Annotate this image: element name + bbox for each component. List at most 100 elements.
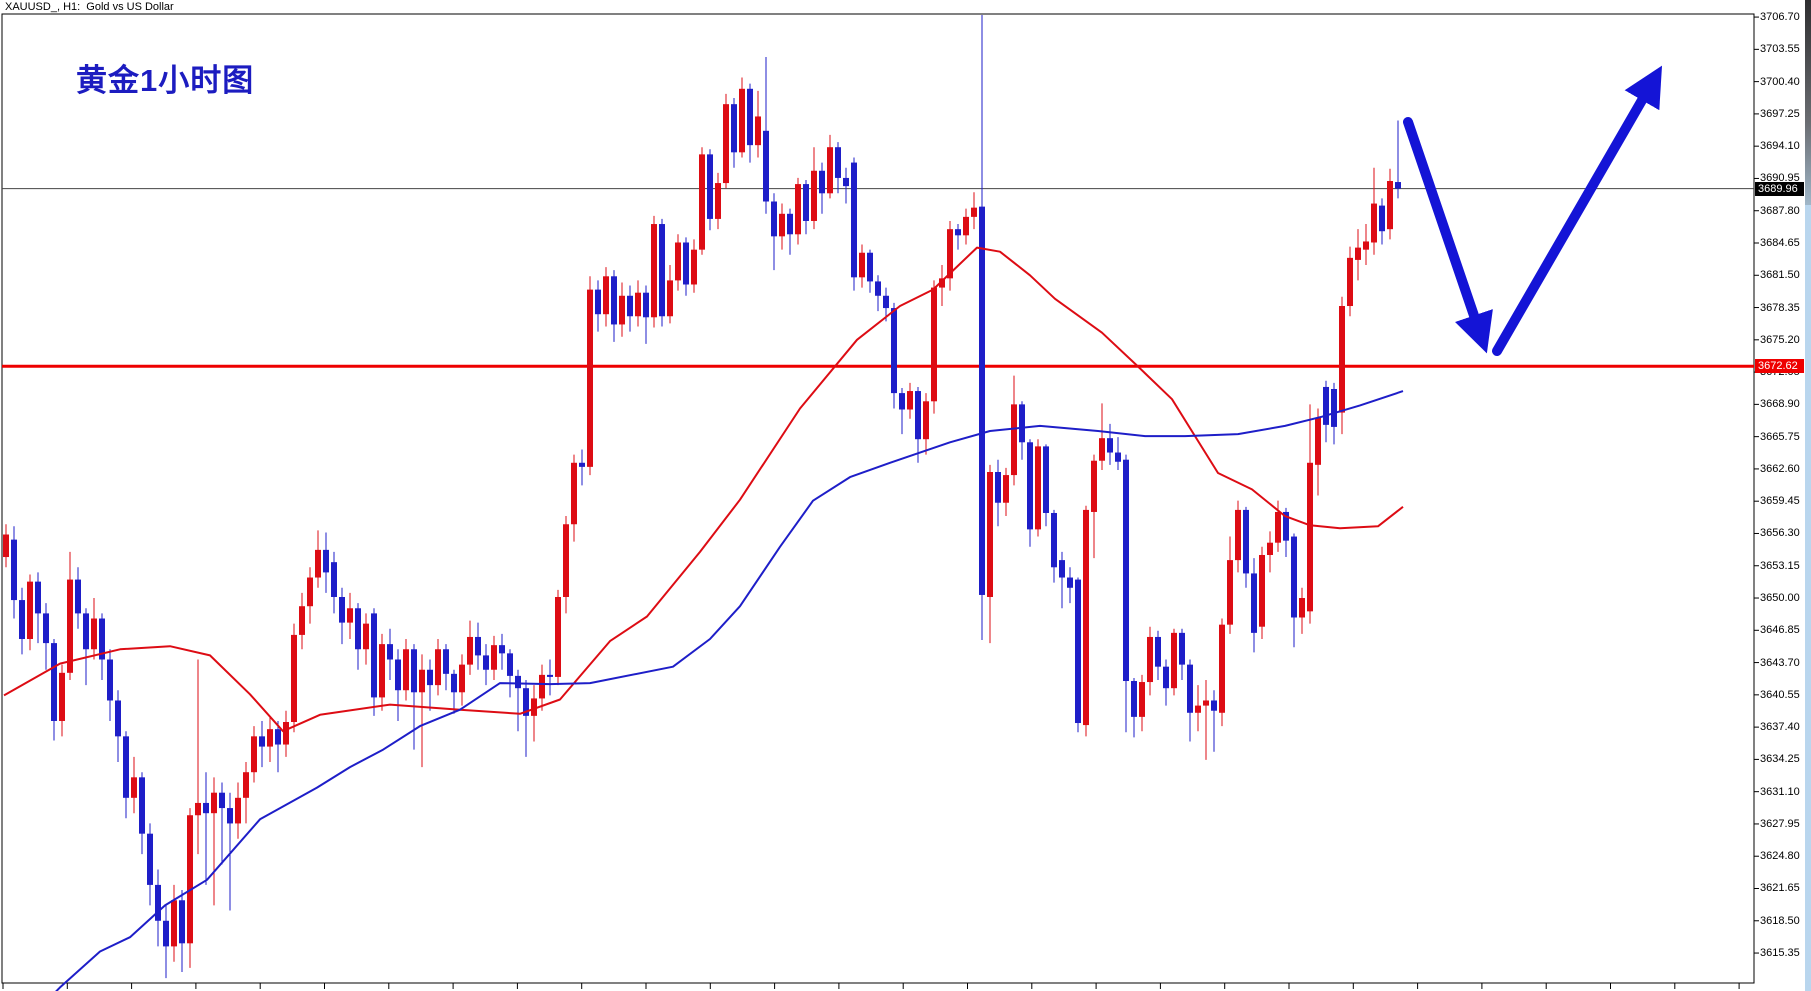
candle-body (1355, 247, 1361, 260)
candle-body (195, 802, 201, 816)
candle-body (635, 292, 641, 317)
price-tick-label: 3694.10 (1760, 140, 1800, 153)
candle-body (683, 242, 689, 285)
candle-body (915, 391, 921, 440)
ma_fast_red-line (3, 246, 1404, 733)
candle-body (843, 177, 849, 187)
candle-body (139, 777, 145, 834)
candle-body (435, 649, 441, 686)
price-tick-label: 3665.75 (1760, 430, 1800, 443)
candle-body (1219, 624, 1225, 713)
candle-body (115, 700, 121, 737)
candle-body (939, 278, 945, 288)
candle-body (835, 147, 841, 178)
candle-body (331, 562, 337, 597)
candle-body (811, 170, 817, 221)
candle-body (1363, 241, 1369, 250)
candle-body (555, 596, 561, 677)
candle-body (763, 130, 769, 202)
candle-body (1019, 404, 1025, 443)
candle-body (419, 669, 425, 693)
forecast-arrow-down[interactable] (1403, 117, 1493, 354)
candle-body (451, 673, 457, 693)
candle-body (1083, 509, 1089, 726)
forecast-arrow-up[interactable] (1492, 65, 1663, 356)
candle-body (1251, 573, 1257, 633)
candle-body (83, 613, 89, 650)
price-tick-label: 3618.50 (1760, 914, 1800, 927)
candle-body (1027, 442, 1033, 530)
candle-body (1395, 182, 1401, 189)
candle-body (43, 613, 49, 644)
candle-body (1155, 636, 1161, 667)
candle-body (59, 672, 65, 721)
candle-body (1107, 438, 1113, 453)
price-tick-label: 3621.65 (1760, 882, 1800, 895)
candle-body (899, 393, 905, 410)
candle-body (1139, 682, 1145, 717)
candle-body (395, 659, 401, 691)
candle-body (1291, 536, 1297, 618)
candle-body (1123, 459, 1129, 682)
candle-body (323, 549, 329, 573)
candle-body (283, 721, 289, 745)
candle-body (19, 600, 25, 640)
candle-body (1203, 700, 1209, 706)
candle-body (235, 797, 241, 824)
price-tick-label: 3615.35 (1760, 947, 1800, 960)
candle-body (123, 736, 129, 798)
candle-body (259, 736, 265, 747)
candle-body (491, 645, 497, 670)
candle-body (1339, 306, 1345, 413)
candle-body (739, 88, 745, 153)
price-axis[interactable]: 3706.70 3703.55 3700.40 3697.25 3694.10 3690.… (1760, 0, 1806, 991)
candle-body (1179, 632, 1185, 665)
candle-body (307, 577, 313, 607)
candle-body (1171, 632, 1177, 689)
price-tick-label: 3703.55 (1760, 43, 1800, 56)
candle-body (203, 802, 209, 814)
candle-body (595, 289, 601, 315)
price-tick-label: 3690.95 (1760, 172, 1800, 185)
candle-body (851, 162, 857, 278)
candle-body (99, 618, 105, 660)
candle-body (355, 608, 361, 650)
candle-body (1003, 475, 1009, 503)
price-tick-label: 3656.30 (1760, 527, 1800, 540)
candle-body (1235, 509, 1241, 561)
candle-body (243, 772, 249, 798)
candle-body (923, 401, 929, 440)
candle-body (603, 276, 609, 315)
candle-body (675, 242, 681, 281)
candle-body (643, 292, 649, 318)
candle-body (1299, 598, 1305, 618)
candle-body (979, 206, 985, 595)
candle-body (891, 308, 897, 394)
candle-body (1315, 417, 1321, 465)
candle-body (531, 698, 537, 716)
candle-body (403, 649, 409, 691)
candle-body (1323, 386, 1329, 425)
candle-body (1331, 389, 1337, 427)
candle-body (547, 674, 553, 677)
candle-body (1347, 257, 1353, 307)
candle-body (35, 581, 41, 614)
chart-annotation-text[interactable]: 黄金1小时图 (76, 63, 255, 98)
candle-body (347, 608, 353, 623)
candle-body (291, 634, 297, 722)
candle-body (371, 613, 377, 698)
candle-body (1059, 560, 1065, 578)
price-tick-label: 3687.80 (1760, 204, 1800, 217)
price-tick-label: 3631.10 (1760, 785, 1800, 798)
candle-body (147, 833, 153, 885)
candle-body (611, 276, 617, 325)
candle-body (339, 596, 345, 623)
candle-body (755, 116, 761, 146)
candle-body (267, 729, 273, 747)
candle-body (827, 147, 833, 194)
candle-body (1227, 560, 1233, 625)
ma_slow_blue-line (55, 390, 1404, 991)
candle-body (907, 391, 913, 410)
candle-body (1195, 705, 1201, 713)
